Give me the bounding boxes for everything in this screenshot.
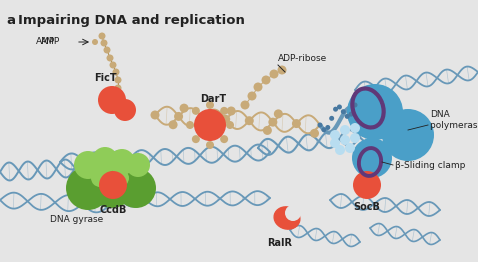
Circle shape bbox=[345, 114, 350, 119]
Circle shape bbox=[340, 135, 350, 145]
Circle shape bbox=[330, 130, 340, 140]
Circle shape bbox=[216, 123, 225, 132]
Circle shape bbox=[329, 116, 334, 121]
Circle shape bbox=[245, 116, 254, 125]
Circle shape bbox=[270, 69, 279, 79]
Circle shape bbox=[292, 119, 301, 128]
Circle shape bbox=[285, 205, 301, 221]
Circle shape bbox=[220, 135, 228, 143]
Circle shape bbox=[98, 32, 106, 40]
Circle shape bbox=[268, 118, 277, 127]
Circle shape bbox=[112, 68, 120, 75]
Circle shape bbox=[104, 46, 110, 53]
Text: DNA gyrase: DNA gyrase bbox=[50, 215, 103, 224]
Circle shape bbox=[174, 112, 183, 121]
Circle shape bbox=[180, 104, 188, 113]
Circle shape bbox=[74, 151, 102, 179]
Circle shape bbox=[347, 84, 403, 140]
Circle shape bbox=[263, 126, 272, 135]
Circle shape bbox=[194, 109, 226, 141]
Text: Impairing DNA and replication: Impairing DNA and replication bbox=[18, 14, 245, 27]
Text: β-Sliding clamp: β-Sliding clamp bbox=[395, 161, 466, 170]
Text: a: a bbox=[6, 14, 15, 27]
Text: AMP: AMP bbox=[41, 37, 60, 46]
Circle shape bbox=[99, 171, 127, 199]
Circle shape bbox=[317, 123, 323, 128]
Circle shape bbox=[310, 129, 319, 138]
Circle shape bbox=[206, 141, 214, 149]
Circle shape bbox=[92, 147, 118, 173]
Circle shape bbox=[352, 102, 358, 107]
Circle shape bbox=[345, 143, 355, 153]
Circle shape bbox=[226, 121, 234, 129]
Circle shape bbox=[192, 135, 200, 143]
Circle shape bbox=[333, 107, 338, 112]
Ellipse shape bbox=[274, 207, 300, 229]
Circle shape bbox=[100, 40, 108, 46]
Circle shape bbox=[192, 107, 200, 115]
Circle shape bbox=[66, 166, 110, 210]
Circle shape bbox=[197, 113, 206, 122]
Circle shape bbox=[240, 101, 250, 110]
Circle shape bbox=[220, 107, 228, 115]
Circle shape bbox=[206, 101, 214, 109]
Circle shape bbox=[126, 153, 150, 177]
Circle shape bbox=[350, 133, 360, 143]
Circle shape bbox=[321, 127, 326, 132]
Text: AMP: AMP bbox=[36, 37, 55, 46]
Text: DarT: DarT bbox=[200, 94, 226, 104]
Circle shape bbox=[90, 164, 134, 208]
Circle shape bbox=[330, 138, 340, 148]
Circle shape bbox=[227, 106, 236, 116]
Circle shape bbox=[248, 91, 257, 101]
Text: ADP-ribose: ADP-ribose bbox=[278, 54, 327, 63]
Circle shape bbox=[109, 62, 117, 68]
Circle shape bbox=[382, 109, 434, 161]
Circle shape bbox=[221, 115, 230, 124]
Text: SocB: SocB bbox=[354, 202, 380, 212]
Circle shape bbox=[169, 120, 178, 129]
Circle shape bbox=[111, 169, 129, 187]
Circle shape bbox=[337, 105, 342, 110]
Circle shape bbox=[104, 154, 140, 190]
Circle shape bbox=[352, 138, 392, 178]
Circle shape bbox=[80, 154, 116, 190]
Circle shape bbox=[348, 112, 354, 117]
Circle shape bbox=[115, 85, 121, 91]
Circle shape bbox=[261, 75, 271, 85]
Circle shape bbox=[325, 125, 330, 130]
Circle shape bbox=[91, 169, 109, 187]
Circle shape bbox=[274, 109, 283, 118]
Circle shape bbox=[109, 149, 135, 175]
Circle shape bbox=[350, 123, 360, 133]
Circle shape bbox=[335, 145, 345, 155]
Circle shape bbox=[340, 125, 350, 135]
Text: RalR: RalR bbox=[268, 238, 293, 248]
Circle shape bbox=[253, 83, 262, 91]
Circle shape bbox=[114, 99, 136, 121]
Circle shape bbox=[341, 109, 346, 114]
Text: FicT: FicT bbox=[94, 73, 116, 83]
Circle shape bbox=[353, 171, 381, 199]
Circle shape bbox=[115, 77, 121, 84]
Text: DNA
polymerase III: DNA polymerase III bbox=[430, 110, 478, 130]
Circle shape bbox=[278, 66, 286, 74]
Circle shape bbox=[186, 121, 194, 129]
Circle shape bbox=[107, 54, 113, 62]
Circle shape bbox=[92, 39, 98, 45]
Circle shape bbox=[98, 86, 126, 114]
Text: CcdB: CcdB bbox=[99, 205, 127, 215]
Circle shape bbox=[116, 168, 156, 208]
Circle shape bbox=[151, 111, 160, 119]
